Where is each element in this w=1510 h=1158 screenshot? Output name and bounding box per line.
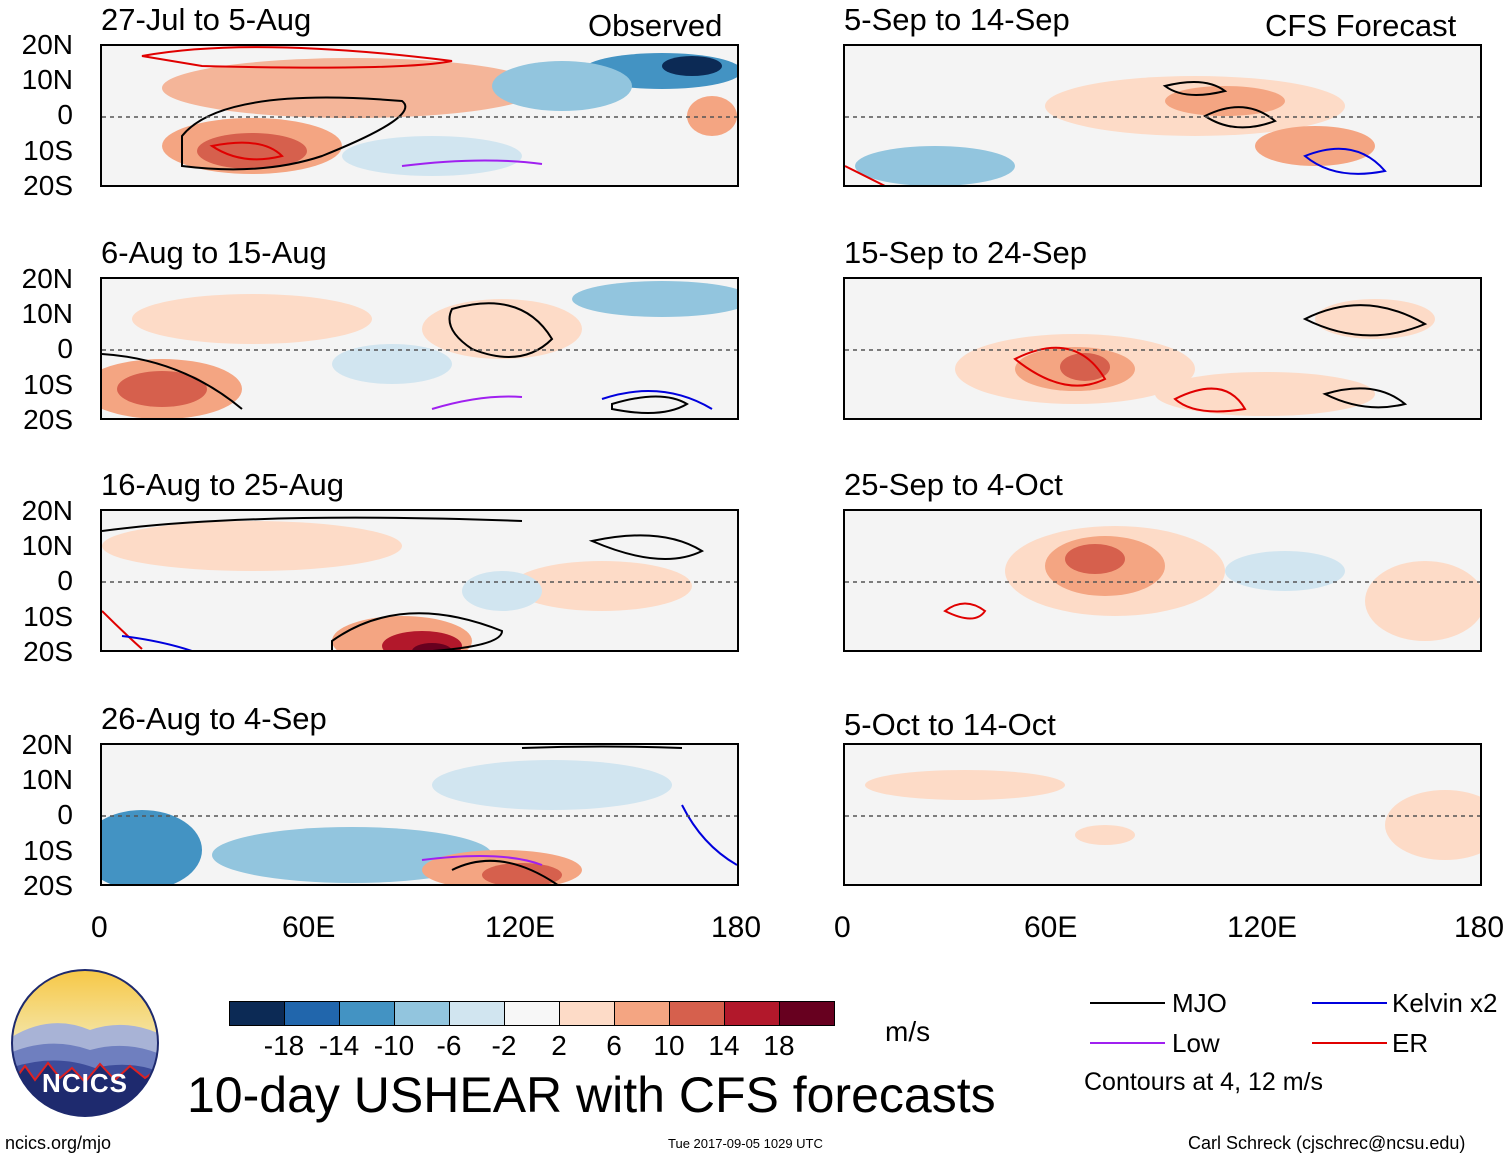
legend-label: Kelvin x2 — [1392, 988, 1498, 1018]
lat-label: 20S — [23, 636, 73, 667]
ncics-logo: NCICS — [10, 968, 160, 1118]
colorbar-label: 10 — [653, 1030, 685, 1061]
lon-label: 180 — [711, 911, 762, 944]
lat-label: 0 — [57, 799, 73, 830]
forecast-label: CFS Forecast — [1265, 8, 1457, 43]
panel-title: 5-Sep to 14-Sep — [844, 2, 1070, 37]
lon-label: 120E — [1227, 911, 1298, 944]
colorbar-swatch — [449, 1001, 505, 1026]
map-panel-obs-2 — [100, 277, 739, 420]
colorbar-swatch — [504, 1001, 560, 1026]
colorbar-label: -6 — [436, 1030, 462, 1061]
colorbar-label: -10 — [373, 1030, 415, 1061]
lat-label: 20S — [23, 404, 73, 435]
lat-label: 0 — [57, 565, 73, 596]
lat-label: 10S — [23, 835, 73, 866]
lon-label: 180 — [1454, 911, 1505, 944]
logo-icon — [11, 969, 159, 1117]
colorbar-label: -2 — [491, 1030, 517, 1061]
footer-author: Carl Schreck (cjschrec@ncsu.edu) — [1188, 1133, 1466, 1153]
colorbar-swatch — [339, 1001, 395, 1026]
panel-title: 6-Aug to 15-Aug — [101, 235, 327, 270]
map-panel-fcst-2 — [843, 277, 1482, 420]
panel-title: 15-Sep to 24-Sep — [844, 235, 1088, 270]
footer-timestamp: Tue 2017-09-05 1029 UTC — [668, 1136, 823, 1151]
colorbar-label: -18 — [263, 1030, 305, 1061]
legend-label: Low — [1172, 1028, 1220, 1058]
lat-label: 10N — [21, 530, 73, 561]
map-panel-fcst-4 — [843, 743, 1482, 886]
lon-label: 0 — [834, 911, 851, 944]
legend-note: Contours at 4, 12 m/s — [1084, 1068, 1324, 1096]
lon-label: 0 — [91, 911, 108, 944]
panel-title: 27-Jul to 5-Aug — [101, 2, 312, 37]
legend-line-er — [1312, 1042, 1387, 1044]
lat-label: 10N — [21, 64, 73, 95]
lat-label: 10N — [21, 764, 73, 795]
lat-label: 20S — [23, 170, 73, 201]
lat-label: 10S — [23, 369, 73, 400]
legend-label: ER — [1392, 1028, 1429, 1058]
logo-text: NCICS — [42, 1068, 128, 1098]
lat-label: 10S — [23, 135, 73, 166]
colorbar-label: -14 — [318, 1030, 360, 1061]
colorbar-label: 18 — [763, 1030, 795, 1061]
colorbar-label: 2 — [551, 1030, 567, 1061]
map-panel-obs-3 — [100, 509, 739, 652]
legend-line-mjo — [1090, 1002, 1165, 1004]
lat-label: 20N — [21, 495, 73, 526]
colorbar-label: 14 — [708, 1030, 740, 1061]
panel-title: 25-Sep to 4-Oct — [844, 467, 1063, 502]
lat-label: 20S — [23, 870, 73, 901]
lat-label: 0 — [57, 99, 73, 130]
colorbar-swatch — [284, 1001, 340, 1026]
colorbar-swatch — [614, 1001, 670, 1026]
lat-label: 10S — [23, 601, 73, 632]
panel-title: 16-Aug to 25-Aug — [101, 467, 345, 502]
lat-label: 20N — [21, 263, 73, 294]
map-panel-obs-1 — [100, 44, 739, 187]
lon-label: 60E — [1024, 911, 1078, 944]
observed-label: Observed — [588, 8, 723, 43]
colorbar-swatch — [724, 1001, 780, 1026]
lat-label: 0 — [57, 333, 73, 364]
panel-title: 26-Aug to 4-Sep — [101, 701, 327, 736]
panel-title: 5-Oct to 14-Oct — [844, 707, 1056, 742]
colorbar-swatch — [779, 1001, 835, 1026]
map-panel-obs-4 — [100, 743, 739, 886]
lon-label: 60E — [282, 911, 336, 944]
lon-label: 120E — [485, 911, 556, 944]
map-panel-fcst-1 — [843, 44, 1482, 187]
colorbar-swatch — [229, 1001, 285, 1026]
legend-line-low — [1090, 1042, 1165, 1044]
colorbar-swatch — [669, 1001, 725, 1026]
footer-url: ncics.org/mjo — [5, 1133, 112, 1153]
colorbar-label: 6 — [606, 1030, 622, 1061]
colorbar-swatch — [559, 1001, 615, 1026]
map-panel-fcst-3 — [843, 509, 1482, 652]
figure-title: 10-day USHEAR with CFS forecasts — [187, 1067, 996, 1123]
lat-label: 10N — [21, 298, 73, 329]
colorbar-units: m/s — [885, 1016, 931, 1047]
legend-label: MJO — [1172, 988, 1227, 1018]
legend-line-kelvin — [1312, 1002, 1387, 1004]
lat-label: 20N — [21, 729, 73, 760]
colorbar-swatch — [394, 1001, 450, 1026]
lat-label: 20N — [21, 29, 73, 60]
